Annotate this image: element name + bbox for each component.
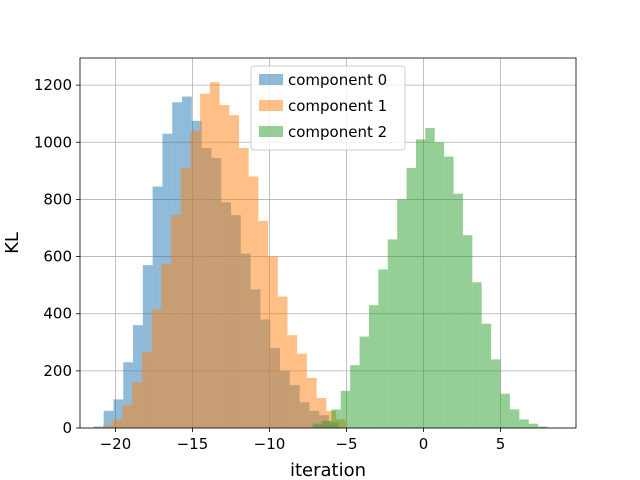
histogram-bar (258, 220, 269, 428)
x-tick-label: 5 (496, 435, 506, 453)
histogram-bar (123, 362, 134, 428)
histogram-bar (415, 139, 426, 428)
legend-swatch (259, 100, 283, 111)
histogram-bar (113, 399, 124, 428)
y-tick-label: 1000 (34, 133, 72, 151)
legend-label: component 0 (288, 71, 387, 89)
legend-swatch (259, 74, 283, 85)
histogram-bar (538, 426, 548, 428)
histogram-bar (171, 215, 181, 428)
histogram-bar (519, 419, 529, 428)
histogram-bar (425, 128, 435, 428)
legend-label: component 2 (288, 123, 387, 141)
histogram-bar (321, 420, 332, 428)
histogram-bar (200, 93, 210, 428)
histogram-bar (444, 156, 454, 429)
histogram-bars (93, 82, 548, 429)
histogram-bar (331, 409, 341, 428)
histogram-bar (500, 393, 510, 428)
histogram-bar (350, 365, 360, 428)
histogram-bar (229, 115, 239, 429)
histogram-bar (491, 359, 501, 428)
histogram-bar (472, 282, 482, 428)
histogram-bar (219, 105, 230, 429)
histogram-bar (190, 130, 201, 428)
y-tick-label: 0 (62, 419, 72, 437)
x-axis-label: iteration (290, 460, 366, 480)
histogram-bar (180, 168, 191, 428)
plot-frame (79, 57, 577, 429)
x-tick-label: −5 (335, 435, 357, 453)
x-tick-label: 0 (419, 435, 429, 453)
histogram-bar (340, 390, 351, 428)
x-tick-label: −10 (254, 435, 286, 453)
histogram-bar (122, 405, 133, 428)
legend-box (250, 65, 406, 151)
y-axis-label: KL (2, 232, 23, 254)
histogram-bar (453, 193, 463, 428)
histogram-bar (112, 419, 123, 428)
histogram-bar (326, 410, 337, 428)
histogram-bar (161, 263, 172, 428)
histogram-bar (141, 352, 152, 428)
histogram-bar (462, 235, 473, 428)
histogram-bar (103, 410, 114, 428)
histogram-bar (306, 378, 317, 428)
histogram-bar (368, 305, 379, 428)
histogram-bar (209, 82, 220, 429)
legend-label: component 1 (288, 97, 387, 115)
legend-swatch (259, 126, 283, 137)
y-tick-label: 800 (43, 190, 72, 208)
histogram-bar (268, 256, 278, 428)
y-tick-label: 1200 (34, 76, 72, 94)
histogram-bar (93, 426, 104, 428)
histogram-bar (151, 309, 162, 428)
histogram-bar (528, 423, 539, 428)
y-tick-label: 600 (43, 248, 72, 266)
histogram-bar (133, 325, 143, 428)
series-2-bars (312, 128, 548, 429)
axis-ticks: −20 −15 −10 −5 0 5 0 200 400 600 800 1000 1200 (34, 76, 505, 453)
histogram-bar (387, 239, 398, 428)
legend: component 0 component 1 component 2 (250, 65, 406, 151)
histogram-bar (287, 335, 298, 428)
histogram-bar (152, 186, 163, 428)
histogram-bar (359, 336, 369, 428)
histogram-bar (297, 353, 307, 428)
series-1-bars (103, 82, 346, 429)
x-tick-label: −15 (177, 435, 209, 453)
histogram-bar (378, 269, 388, 428)
histogram-bar (103, 425, 113, 428)
histogram-bar (509, 409, 520, 428)
histogram-bar (238, 148, 249, 428)
histogram-bar (277, 296, 288, 428)
y-tick-label: 200 (43, 362, 72, 380)
histogram-bar (316, 398, 327, 428)
histogram-bar (248, 176, 259, 428)
x-tick-label: −20 (100, 435, 132, 453)
histogram-bar (481, 323, 492, 428)
histogram-bar (434, 142, 445, 429)
histogram-bar (312, 423, 322, 428)
y-tick-label: 400 (43, 305, 72, 323)
histogram-bar (406, 168, 416, 428)
histogram-bar (142, 265, 153, 428)
histogram-bar (397, 199, 407, 428)
histogram-bar (132, 382, 142, 428)
